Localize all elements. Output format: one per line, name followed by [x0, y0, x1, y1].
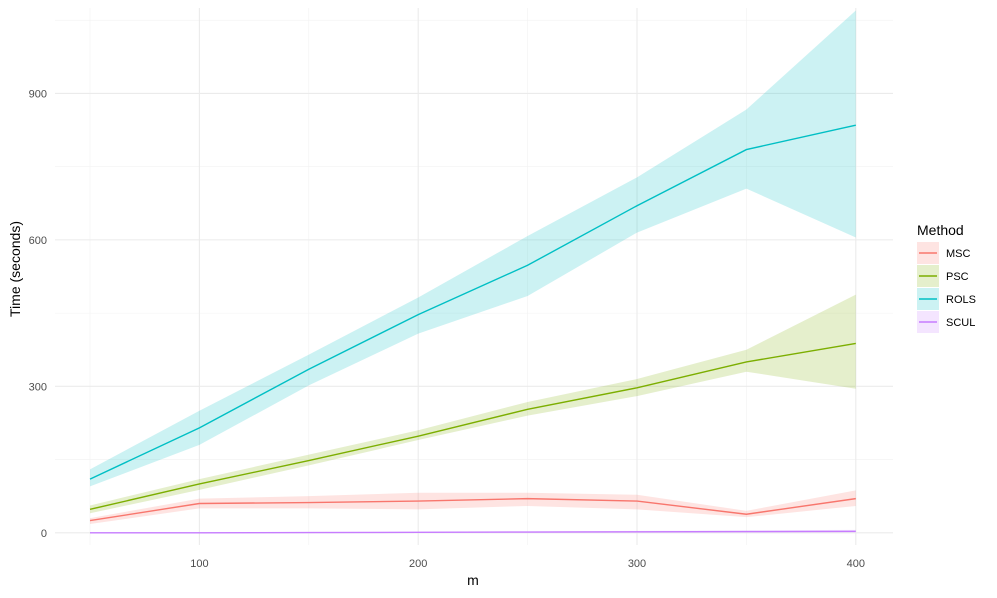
psc-line	[89, 342, 856, 511]
confidence-ribbons	[90, 10, 856, 533]
y-tick-label: 600	[29, 235, 47, 247]
minor-gridlines	[55, 8, 893, 545]
msc-line	[89, 497, 856, 522]
x-axis-title: m	[467, 572, 479, 588]
legend-item-psc: PSC	[917, 265, 969, 287]
x-tick-label: 200	[409, 558, 427, 570]
x-tick-label: 100	[190, 558, 208, 570]
rols-ribbon	[90, 10, 856, 487]
rols-line	[89, 124, 856, 480]
y-axis-title: Time (seconds)	[7, 221, 23, 317]
psc-ribbon	[90, 294, 856, 514]
series-lines	[89, 124, 856, 534]
x-tick-label: 400	[847, 558, 865, 570]
legend-item-rols: ROLS	[917, 288, 976, 310]
legend-item-scul: SCUL	[917, 311, 975, 333]
legend-label-rols: ROLS	[946, 294, 976, 306]
scul-line	[90, 530, 856, 534]
y-tick-label: 300	[29, 381, 47, 393]
legend-items: MSC PSC ROLS SCUL	[917, 242, 976, 333]
legend-label-scul: SCUL	[946, 317, 975, 329]
legend-title: Method	[917, 222, 964, 238]
legend: Method MSC PSC ROLS SCUL	[917, 222, 976, 333]
msc-ribbon	[90, 490, 856, 525]
y-tick-label: 900	[29, 88, 47, 100]
x-tick-label: 300	[628, 558, 646, 570]
y-tick-label: 0	[41, 528, 47, 540]
x-axis-ticks: 100 200 300 400	[190, 558, 865, 570]
legend-item-msc: MSC	[917, 242, 971, 264]
legend-label-msc: MSC	[946, 248, 971, 260]
legend-label-psc: PSC	[946, 271, 969, 283]
y-axis-ticks: 0 300 600 900	[29, 88, 47, 539]
